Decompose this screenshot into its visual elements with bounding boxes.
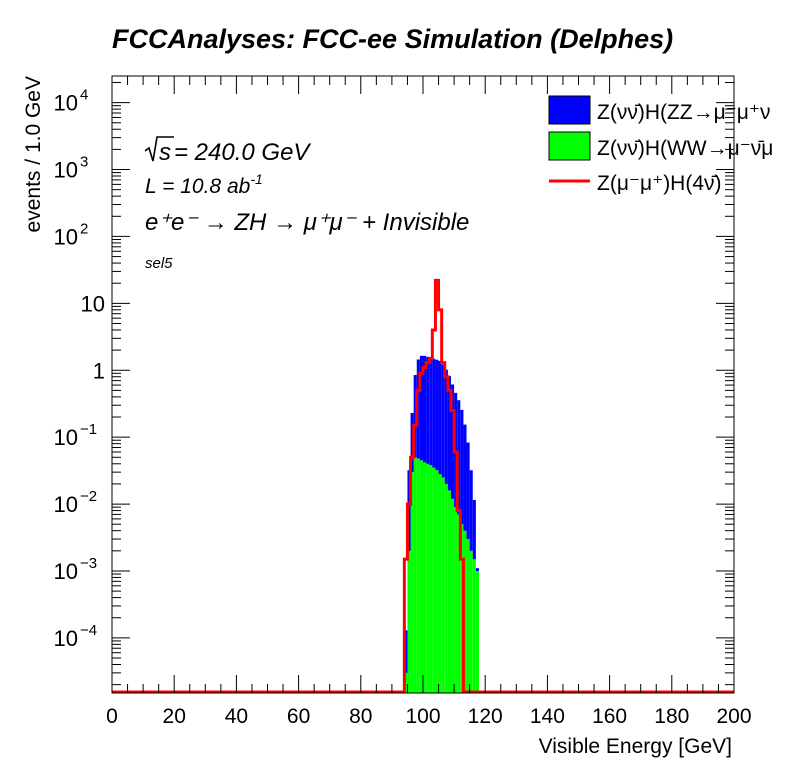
y-tick-label: 10 [54, 91, 78, 116]
chart-title: FCCAnalyses: FCC-ee Simulation (Delphes) [112, 24, 673, 54]
x-tick-label: 80 [349, 705, 372, 728]
lumi-exponent: -1 [250, 171, 262, 187]
bar-zz-5 [419, 355, 423, 461]
bar-zz-13 [444, 369, 448, 484]
bar-ww-21 [469, 550, 473, 693]
bar-ww-19 [463, 530, 467, 693]
bar-zz-3 [413, 374, 417, 458]
bar-zz-4 [416, 359, 420, 459]
bar-ww-9 [432, 467, 436, 693]
x-tick-label: 140 [530, 705, 565, 728]
x-tick-label: 120 [468, 705, 503, 728]
bar-ww-22 [472, 559, 476, 693]
x-tick-label: 0 [106, 705, 118, 728]
bar-ww-12 [441, 477, 445, 693]
bar-ww-1 [407, 550, 411, 693]
x-axis-label: Visible Energy [GeV] [539, 735, 732, 758]
lumi-label: L = 10.8 ab-1 [145, 171, 263, 198]
x-tick-label: 100 [405, 705, 440, 728]
x-tick-label: 40 [225, 705, 248, 728]
bar-ww-18 [460, 524, 464, 693]
y-tick-exponent: −3 [80, 555, 97, 572]
bar-zz-7 [426, 356, 430, 464]
y-tick-label: 10 [54, 224, 78, 249]
annotation-block: s = 240.0 GeV L = 10.8 ab-1 e⁺e⁻ → ZH → … [144, 136, 469, 272]
bar-zz-17 [457, 400, 461, 515]
bar-ww-3 [413, 457, 417, 693]
bar-zz-14 [447, 376, 451, 491]
x-tick-label: 200 [716, 705, 751, 728]
bar-zz-16 [454, 392, 458, 508]
bar-zz-18 [460, 409, 464, 525]
y-tick-exponent: −1 [80, 421, 97, 438]
bar-ww-7 [426, 463, 430, 693]
sqrt-s-label: s [159, 139, 171, 166]
energy-label: = 240.0 GeV [174, 139, 311, 166]
bar-ww-10 [435, 470, 439, 693]
legend: Z(νν̄)H(ZZ→μ⁻μ⁺ν Z(νν̄)H(WW→μ⁻ν̄μ Z(μ⁻μ⁺… [548, 95, 773, 195]
x-tick-label: 20 [163, 705, 186, 728]
bar-zz-21 [469, 470, 473, 551]
bar-zz-9 [432, 358, 436, 468]
x-tick-label: 180 [654, 705, 689, 728]
y-tick-exponent: 4 [80, 87, 88, 104]
stacked-histogram [404, 355, 479, 693]
legend-swatch-ww [548, 131, 591, 161]
bar-ww-5 [419, 460, 423, 693]
selection-label: sel5 [145, 255, 173, 272]
bar-zz-1 [407, 470, 411, 551]
bar-zz-8 [429, 357, 433, 466]
sqrt-symbol [144, 136, 174, 162]
bar-zz-19 [463, 424, 467, 531]
bar-ww-23 [475, 570, 479, 693]
bar-ww-15 [450, 498, 455, 693]
y-tick-label: 10 [54, 559, 78, 584]
bar-ww-6 [423, 462, 427, 693]
y-tick-label: 10 [54, 425, 78, 450]
bar-zz-0 [404, 630, 408, 673]
legend-swatch-zz [548, 95, 591, 125]
bar-ww-8 [429, 465, 433, 693]
bar-ww-13 [444, 483, 448, 693]
y-tick-exponent: 3 [80, 154, 88, 171]
signal-histogram-line [112, 278, 734, 694]
bar-ww-4 [416, 458, 420, 693]
y-tick-exponent: −2 [80, 488, 97, 505]
x-tick-label: 160 [592, 705, 627, 728]
bar-zz-10 [435, 359, 439, 471]
bar-zz-6 [423, 355, 427, 463]
y-tick-label: 1 [93, 358, 105, 383]
x-tick-label: 60 [287, 705, 310, 728]
bar-zz-12 [441, 364, 445, 478]
bar-ww-2 [410, 472, 414, 693]
bar-ww-0 [404, 672, 408, 693]
y-tick-label: 10 [81, 291, 105, 316]
y-tick-label: 10 [54, 626, 78, 651]
x-axis: 0 20 40 60 80 100 120 140 160 180 200 [106, 76, 752, 728]
bar-zz-22 [472, 500, 476, 560]
bar-zz-20 [466, 442, 470, 540]
y-axis-label: events / 1.0 GeV [22, 76, 45, 232]
bar-zz-2 [410, 412, 414, 473]
bar-zz-23 [475, 568, 479, 571]
y-tick-label: 10 [54, 492, 78, 517]
bar-zz-11 [438, 360, 442, 475]
legend-label-signal: Z(μ⁻μ⁺)H(4ν̄) [597, 172, 722, 195]
legend-label-zz: Z(νν̄)H(ZZ→μ⁻μ⁺ν [597, 101, 771, 124]
bar-zz-15 [450, 384, 455, 499]
y-tick-label: 10 [54, 158, 78, 183]
bar-ww-14 [447, 490, 451, 693]
bar-ww-20 [466, 539, 470, 693]
bar-ww-17 [457, 514, 461, 693]
y-tick-exponent: −4 [80, 622, 97, 639]
bar-ww-16 [454, 507, 458, 693]
y-tick-exponent: 2 [80, 220, 88, 237]
legend-label-ww: Z(νν̄)H(WW→μ⁻ν̄μ [597, 137, 773, 160]
bar-ww-11 [438, 474, 442, 693]
process-label: e⁺e⁻ → ZH → μ⁺μ⁻ + Invisible [145, 209, 469, 236]
